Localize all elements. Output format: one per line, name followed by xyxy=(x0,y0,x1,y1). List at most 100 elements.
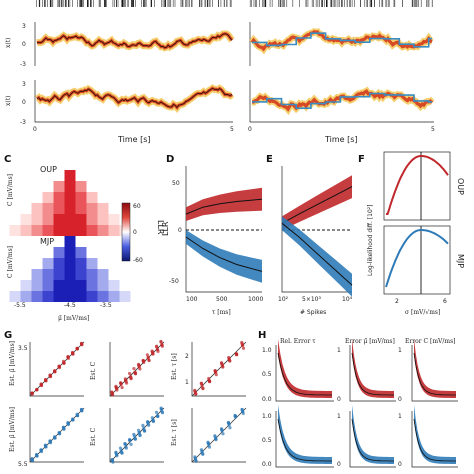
heatmap-cell xyxy=(53,225,65,236)
heatmap-cell xyxy=(64,203,76,214)
scatter-point xyxy=(110,390,114,394)
heatmap-cell xyxy=(64,247,76,258)
heatmap-cell xyxy=(75,203,87,214)
heatmap-cell xyxy=(53,203,65,214)
heatmap-cell xyxy=(86,225,98,236)
ytick-h-c-0b: 0 xyxy=(398,461,402,468)
panel-label-h: H xyxy=(258,330,266,341)
scatter-point xyxy=(207,379,211,383)
xtick-d-1000: 1000 xyxy=(248,296,263,303)
h-title-tau: Rel. Error τ xyxy=(280,338,316,345)
ylabel-g-tau-bottom: Est. τ [s] xyxy=(171,419,178,446)
error-band xyxy=(414,405,456,464)
scatter-point xyxy=(53,435,57,439)
ylabel-top: x(t) xyxy=(5,38,12,48)
error-mean-line xyxy=(277,418,332,462)
ytick-h-c-1: 1 xyxy=(398,347,402,354)
heatmap-cell xyxy=(75,291,87,302)
heatmap-cell xyxy=(53,269,65,280)
ytick-g-tau-2: 2 xyxy=(185,353,189,360)
scatter-point xyxy=(132,367,136,371)
xlabel-right: Time [s] xyxy=(324,135,358,144)
scatter-point xyxy=(110,457,114,462)
oup-heatmap xyxy=(9,170,131,236)
error-band xyxy=(278,405,332,464)
scatter-point xyxy=(138,367,142,371)
heatmap-cell xyxy=(64,170,76,181)
scatter-point xyxy=(44,445,48,449)
f-mjp-curve xyxy=(385,229,449,288)
scatter-point xyxy=(233,413,237,418)
heatmap-cell xyxy=(20,280,32,291)
scatter-point xyxy=(75,414,80,418)
scatter-point xyxy=(219,361,224,365)
xtick-right-0: 0 xyxy=(248,126,252,133)
scatter-point xyxy=(227,357,231,361)
xtick-f-6: 6 xyxy=(443,298,447,305)
panel-label-g: G xyxy=(4,330,12,341)
panel-g: G Est. μ̃ [mV/ms] Est. μ̃ [mV/ms] Est. C… xyxy=(4,330,247,468)
scatter-point xyxy=(156,414,160,419)
scatter-point xyxy=(79,407,84,412)
scatter-point xyxy=(160,411,165,415)
scatter-point xyxy=(234,352,238,356)
scatter-point xyxy=(48,439,52,444)
heatmap-cell xyxy=(53,192,65,203)
heatmap-cell xyxy=(42,192,54,203)
scatter-point xyxy=(240,407,244,412)
xtick-e-0: 10² xyxy=(278,296,289,303)
panel-e: E 10² 5×10³ 10⁴ # Spikes xyxy=(266,154,353,316)
scatter-point xyxy=(138,433,142,437)
ytick-h-tau-1: 1.0 xyxy=(262,347,272,354)
heatmap-cell xyxy=(75,181,87,192)
scatter-point xyxy=(142,360,146,364)
xlabel-left: Time [s] xyxy=(117,135,151,144)
scatter-point xyxy=(228,426,232,430)
xtick-right-5: 5 xyxy=(431,126,435,133)
panel-f: F Log-likelihood diff. [10²] OUP MJP 2 6… xyxy=(358,151,465,316)
scatter-point xyxy=(44,379,48,383)
f-right-mjp: MJP xyxy=(456,254,465,268)
panel-h: H Rel. Error τ Error μ̃ [mV/ms] Error C … xyxy=(258,330,458,468)
scatter-point xyxy=(159,340,163,344)
h-title-mu: Error μ̃ [mV/ms] xyxy=(345,338,395,345)
scatter-point xyxy=(70,350,75,355)
scatter-point xyxy=(141,423,145,427)
ytick-d-50: 50 xyxy=(172,180,180,187)
heatmap-cell xyxy=(9,291,21,302)
scatter-point xyxy=(30,458,34,462)
series-line-oup xyxy=(281,186,353,224)
scatter-point xyxy=(57,366,62,370)
panel-g-scatter xyxy=(29,339,247,464)
error-axis xyxy=(411,345,458,402)
series-band-mjp xyxy=(282,216,352,297)
ytick-bot-0: 0 xyxy=(22,99,26,106)
ylabel-bottom: x(t) xyxy=(5,96,12,106)
f-right-oup: OUP xyxy=(456,178,465,195)
heatmap-cell xyxy=(75,225,87,236)
series-band-oup xyxy=(186,187,262,221)
error-mean-line xyxy=(413,418,456,462)
scatter-point xyxy=(155,347,160,352)
scatter-point xyxy=(127,371,132,376)
heatmap-cell xyxy=(53,181,65,192)
heatmap-cell xyxy=(97,203,109,214)
scatter-point xyxy=(124,446,128,450)
scatter-point xyxy=(128,375,133,379)
scatter-point xyxy=(123,442,127,446)
scatter-point xyxy=(115,388,119,392)
heatmap-cell xyxy=(97,280,109,291)
panel-e-series xyxy=(281,175,353,297)
heatmap-cell xyxy=(20,291,32,302)
identity-line xyxy=(191,407,247,463)
heatmap-cell xyxy=(108,291,120,302)
scatter-point xyxy=(53,369,57,373)
scatter-point xyxy=(136,362,141,366)
xtick-f-2: 2 xyxy=(395,298,399,305)
heatmap-cell xyxy=(42,203,54,214)
panel-label-e: E xyxy=(266,154,273,165)
heatmap-cell xyxy=(20,214,32,225)
heatmap-cell xyxy=(108,225,120,236)
mjp-label: MJP xyxy=(40,237,54,246)
heatmap-cell xyxy=(53,214,65,225)
